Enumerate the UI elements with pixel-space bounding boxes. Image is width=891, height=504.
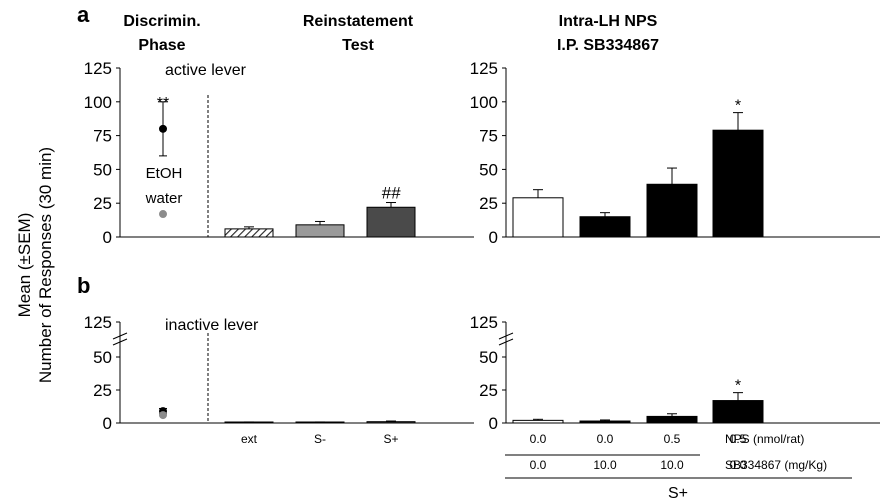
panel-b-intra-bar — [646, 415, 698, 424]
reinstatement-category-label: S- — [314, 432, 326, 446]
panel-b-left-y-tick-label: 0 — [103, 414, 112, 433]
axis-break-right — [498, 332, 514, 346]
axes-panel-a — [119, 68, 880, 238]
panel-a-intra-bar — [712, 129, 764, 238]
panel-a-left-y-tick-label: 50 — [93, 160, 112, 179]
panel-b-reinstatement-bar — [224, 421, 274, 424]
panel-a-right-y-tick-label: 50 — [479, 160, 498, 179]
heading-intra-lh-line2: I.P. SB334867 — [557, 37, 659, 54]
water-label: water — [145, 190, 183, 207]
heading-reinstatement-line1: Reinstatement — [303, 13, 414, 30]
panel-a-discrim-point-etoh — [159, 124, 167, 133]
inactive-lever-label: inactive lever — [165, 317, 259, 334]
panel-b-reinstatement-bar — [295, 421, 345, 424]
axis-break-left — [112, 332, 128, 346]
panel-b-intra-bar — [579, 420, 631, 424]
panel-a-left-y-tick-label: 0 — [103, 228, 112, 247]
panel-b-left-y-tick-label: 25 — [93, 381, 112, 400]
panel-a-reinstatement-bar — [295, 224, 345, 238]
panel-a-right-y-tick-label: 75 — [479, 127, 498, 146]
panel-a-right-y-tick-label: 100 — [470, 93, 498, 112]
sb-dose-label: 0.0 — [730, 458, 747, 472]
panel-a-reinstatement-bar — [224, 228, 274, 238]
heading-discrimination-line2: Phase — [138, 37, 185, 54]
y-axis-label-line2: Number of Responses (30 min) — [36, 147, 55, 383]
panel-b-left-y-tick-label: 125 — [84, 313, 112, 332]
nps-dose-label: 0.5 — [730, 432, 747, 446]
heading-reinstatement-line2: Test — [342, 37, 374, 54]
nps-dose-label: 0.0 — [530, 432, 547, 446]
panel-a-right-y-tick-label: 125 — [470, 59, 498, 78]
panel-b-right-y-tick-label: 25 — [479, 381, 498, 400]
panel-a-discrim-significance: ** — [157, 95, 169, 112]
panel-a-reinstatement-significance: ## — [382, 184, 401, 203]
panel-a-right-y-tick-label: 25 — [479, 194, 498, 213]
panel-b-intra-bar — [512, 419, 564, 424]
panel-a-left-y-tick-label: 75 — [93, 127, 112, 146]
reinstatement-category-label: S+ — [383, 432, 398, 446]
panel-b-reinstatement-bar — [366, 421, 416, 424]
sb-dose-label: 0.0 — [530, 458, 547, 472]
heading-discrimination-line1: Discrimin. — [123, 13, 200, 30]
panel-a-reinstatement-bar — [366, 206, 416, 238]
panel-a-left-y-tick-label: 25 — [93, 194, 112, 213]
panel-a-discrim-point-water — [159, 210, 167, 219]
axes-panel-b — [112, 322, 880, 424]
panel-a-left-y-tick-label: 100 — [84, 93, 112, 112]
panel-b-right-y-tick-label: 50 — [479, 348, 498, 367]
panel-b-intra-significance: * — [735, 378, 741, 395]
nps-row-label: NPS (nmol/rat) — [725, 432, 804, 446]
panel-a-intra-significance: * — [735, 98, 741, 115]
panel-b-discrim-point-water — [159, 411, 167, 420]
nps-dose-label: 0.5 — [664, 432, 681, 446]
nps-dose-label: 0.0 — [597, 432, 614, 446]
panel-b-label: b — [77, 273, 90, 298]
sb-dose-label: 10.0 — [660, 458, 684, 472]
panel-a-label: a — [77, 2, 90, 27]
panel-b-right-y-tick-label: 0 — [489, 414, 498, 433]
active-lever-label: active lever — [165, 62, 247, 79]
reinstatement-category-label: ext — [241, 432, 258, 446]
heading-intra-lh-line1: Intra-LH NPS — [559, 13, 658, 30]
etoh-label: EtOH — [146, 165, 183, 182]
sb-dose-label: 10.0 — [593, 458, 617, 472]
panel-a-right-y-tick-label: 0 — [489, 228, 498, 247]
panel-a-left-y-tick-label: 125 — [84, 59, 112, 78]
s-plus-group-label: S+ — [668, 485, 688, 502]
sb-row-label: SB334867 (mg/Kg) — [725, 458, 827, 472]
panel-b-left-y-tick-label: 50 — [93, 348, 112, 367]
y-axis-label-line1: Mean (±SEM) — [15, 213, 34, 318]
panel-b-right-y-tick-label: 125 — [470, 313, 498, 332]
panel-b-intra-bar — [712, 400, 764, 424]
panel-a-intra-bar — [646, 183, 698, 238]
panel-a-intra-bar — [579, 216, 631, 238]
chart-marks: 0 25 50 75 100 125 0 25 50 75 100 125 0 25 50 125 0 25 50 1… — [84, 59, 764, 472]
panel-a-intra-bar — [512, 197, 564, 238]
